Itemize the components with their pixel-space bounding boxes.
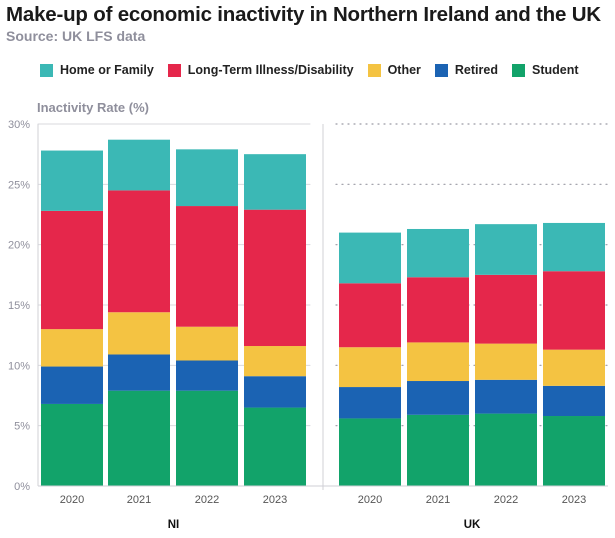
- y-tick-label: 20%: [8, 240, 30, 252]
- legend-item-other: Other: [367, 63, 421, 77]
- bar-segment: [244, 346, 306, 377]
- bar-segment: [41, 403, 103, 486]
- y-tick-label: 10%: [8, 360, 30, 372]
- legend-label: Retired: [454, 63, 498, 77]
- legend-item-home-or-family: Home or Family: [40, 63, 154, 77]
- bar-segment: [108, 312, 170, 355]
- bar-segment: [176, 360, 238, 391]
- y-tick-label: 5%: [14, 421, 30, 433]
- y-axis-label: Inactivity Rate (%): [37, 100, 149, 115]
- bar-segment: [339, 232, 401, 284]
- bar-segment: [407, 228, 469, 278]
- y-tick-label: 0%: [14, 481, 30, 493]
- bar-segment: [475, 224, 537, 275]
- bar-segment: [407, 277, 469, 343]
- bar-segment: [407, 414, 469, 486]
- x-tick-label: 2023: [562, 494, 586, 506]
- bar-segment: [475, 413, 537, 486]
- legend-item-long-term-illness: Long-Term Illness/Disability: [167, 63, 354, 77]
- bar-segment: [176, 390, 238, 486]
- legend-swatch: [511, 63, 525, 77]
- bar-segment: [244, 407, 306, 486]
- bar-segment: [543, 416, 605, 486]
- legend-item-student: Student: [511, 63, 579, 77]
- bar-segment: [339, 347, 401, 388]
- bar-segment: [176, 326, 238, 361]
- x-tick-label: 2021: [426, 494, 450, 506]
- bar-segment: [108, 139, 170, 191]
- legend-item-retired: Retired: [434, 63, 498, 77]
- legend-label: Home or Family: [60, 63, 154, 77]
- bar-segment: [108, 390, 170, 486]
- bar-segment: [41, 150, 103, 211]
- bar-segment: [475, 274, 537, 344]
- y-tick-label: 30%: [8, 119, 30, 131]
- legend-swatch: [367, 63, 381, 77]
- bar-segment: [407, 381, 469, 415]
- bar-segment: [244, 376, 306, 408]
- bar-segment: [339, 418, 401, 486]
- bar-segment: [543, 271, 605, 350]
- legend-label: Other: [387, 63, 421, 77]
- panel-label: UK: [464, 519, 481, 531]
- bar-segment: [41, 329, 103, 367]
- bar-segment: [339, 283, 401, 348]
- panel-label: NI: [168, 519, 180, 531]
- bar-segment: [41, 210, 103, 330]
- legend: Home or Family Long-Term Illness/Disabil…: [40, 63, 593, 77]
- x-tick-label: 2020: [358, 494, 382, 506]
- chart-title: Make-up of economic inactivity in Northe…: [6, 3, 601, 26]
- legend-swatch: [167, 63, 181, 77]
- bar-segment: [339, 387, 401, 419]
- x-tick-label: 2023: [263, 494, 287, 506]
- bar-segment: [244, 154, 306, 210]
- bar-segment: [543, 222, 605, 272]
- bar-segment: [475, 343, 537, 380]
- bar-segment: [108, 190, 170, 313]
- bar-segment: [176, 149, 238, 207]
- y-tick-label: 25%: [8, 179, 30, 191]
- bar-segment: [176, 206, 238, 327]
- x-tick-label: 2022: [494, 494, 518, 506]
- bar-segment: [108, 354, 170, 391]
- bar-segment: [244, 209, 306, 347]
- legend-label: Student: [531, 63, 579, 77]
- bar-segment: [475, 379, 537, 414]
- bar-segment: [543, 349, 605, 386]
- x-tick-label: 2022: [195, 494, 219, 506]
- y-tick-label: 15%: [8, 300, 30, 312]
- bar-segment: [41, 366, 103, 404]
- x-tick-label: 2020: [60, 494, 84, 506]
- bar-segment: [407, 342, 469, 382]
- legend-swatch: [40, 63, 53, 77]
- bar-segment: [543, 385, 605, 417]
- x-tick-label: 2021: [127, 494, 151, 506]
- legend-swatch: [434, 63, 448, 77]
- chart-subtitle: Source: UK LFS data: [6, 28, 146, 44]
- legend-label: Long-Term Illness/Disability: [187, 63, 354, 77]
